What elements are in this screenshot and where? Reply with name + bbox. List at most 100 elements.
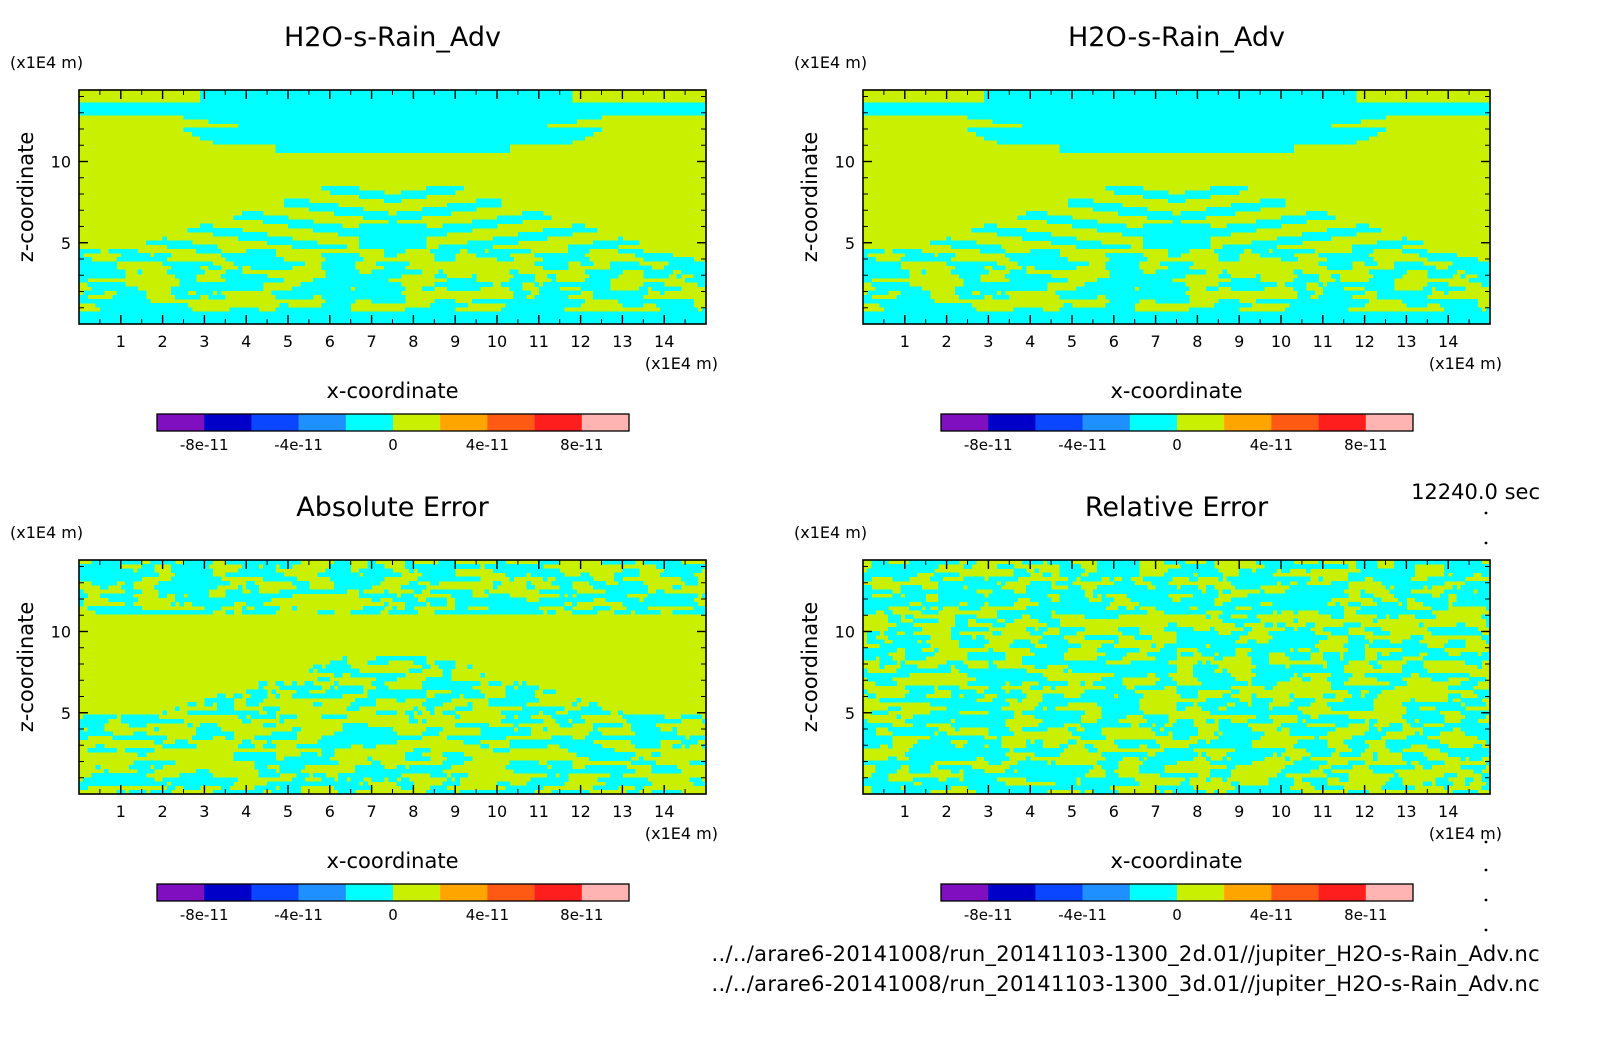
heatmap-cell: [863, 739, 893, 745]
heatmap-cell: [1021, 660, 1106, 665]
heatmap-cell: [1402, 664, 1424, 670]
heatmap-cell: [1034, 265, 1077, 271]
heatmap-cell: [1017, 697, 1023, 703]
heatmap-cell: [992, 631, 1002, 636]
heatmap-cell: [954, 618, 968, 624]
colorbar-swatch: [298, 414, 347, 431]
heatmap-cell: [908, 605, 922, 611]
heatmap-cell: [79, 294, 88, 300]
heatmap-cell: [421, 681, 481, 686]
heatmap-cell: [1448, 265, 1491, 271]
heatmap-cell: [505, 785, 544, 791]
heatmap-cell: [959, 273, 981, 279]
heatmap-cell: [863, 760, 935, 766]
heatmap-cell: [430, 773, 448, 778]
heatmap-cell: [883, 307, 977, 312]
heatmap-cell: [888, 614, 902, 619]
colorbar-swatch: [393, 414, 441, 431]
heatmap-cell: [212, 232, 268, 237]
heatmap-cell: [497, 215, 552, 220]
heatmap-cell: [1218, 614, 1232, 619]
heatmap-cell: [559, 585, 573, 590]
heatmap-cell: [1372, 576, 1411, 582]
heatmap-cell: [934, 572, 960, 578]
heatmap-cell: [154, 585, 218, 590]
heatmap-cell: [1059, 307, 1136, 312]
heatmap-cell: [1264, 685, 1274, 690]
heatmap-cell: [1364, 693, 1378, 699]
heatmap-cell: [1042, 693, 1065, 699]
heatmap-cell: [200, 223, 214, 229]
heatmap-cell: [1297, 626, 1311, 632]
heatmap-cell: [388, 219, 398, 225]
heatmap-cell: [1318, 576, 1324, 582]
heatmap-cell: [1255, 568, 1278, 573]
heatmap-cell: [175, 593, 184, 599]
heatmap-cell: [488, 697, 540, 703]
heatmap-cell: [1368, 660, 1378, 665]
heatmap-cell: [321, 303, 352, 308]
heatmap-cell: [1034, 706, 1044, 711]
heatmap-cell: [1293, 278, 1320, 283]
colorbar-frame: [940, 883, 1414, 902]
heatmap-cell: [405, 710, 414, 716]
heatmap-cell: [1143, 760, 1177, 766]
heatmap-cell: [225, 610, 235, 615]
heatmap-cell: [863, 265, 902, 271]
colorbar-tick-label: 0: [388, 436, 398, 454]
heatmap-cell: [1235, 585, 1261, 590]
heatmap-cell: [1360, 568, 1416, 573]
heatmap-cell: [405, 560, 414, 565]
heatmap-cell: [1218, 735, 1261, 741]
heatmap-cell: [359, 236, 427, 241]
heatmap-cell: [405, 601, 427, 607]
heatmap-cell: [120, 718, 184, 724]
heatmap-cell: [1235, 785, 1290, 791]
heatmap-cell: [1423, 781, 1432, 787]
heatmap-cell: [967, 785, 1111, 791]
heatmap-cell: [1222, 601, 1261, 607]
heatmap-cell: [1444, 564, 1491, 569]
heatmap-cell: [95, 764, 101, 770]
heatmap-cell: [1067, 585, 1081, 590]
heatmap-cell: [1046, 643, 1081, 649]
heatmap-cell: [363, 215, 423, 220]
heatmap-cell: [1318, 714, 1349, 720]
heatmap-cell: [1406, 735, 1428, 741]
heatmap-cell: [492, 748, 510, 753]
panel-title: H2O-s-Rain_Adv: [1068, 22, 1285, 53]
heatmap-cell: [1184, 777, 1190, 782]
heatmap-cell: [522, 706, 565, 711]
heatmap-cell: [124, 601, 134, 607]
heatmap-cell: [338, 685, 364, 690]
heatmap-cell: [904, 656, 927, 661]
heatmap-cell: [1201, 752, 1207, 757]
colorbar-tick-label: 4e-11: [1250, 436, 1293, 454]
y-tick-label: 5: [61, 234, 71, 253]
heatmap-cell: [1235, 748, 1286, 753]
heatmap-cell: [333, 785, 372, 791]
heatmap-cell: [1097, 702, 1140, 707]
heatmap-cell: [1251, 693, 1257, 699]
heatmap-cell: [1402, 298, 1478, 304]
heatmap-cell: [1159, 789, 1165, 795]
heatmap-cell: [1101, 714, 1127, 720]
heatmap-cell: [1168, 252, 1182, 258]
heatmap-cell: [1138, 601, 1215, 607]
heatmap-cell: [1276, 236, 1332, 241]
heatmap-cell: [1155, 785, 1194, 791]
heatmap-cell: [1444, 568, 1491, 573]
heatmap-cell: [1251, 656, 1269, 661]
heatmap-cell: [1218, 727, 1253, 732]
heatmap-cell: [292, 605, 297, 611]
heatmap-cell: [1289, 656, 1311, 661]
heatmap-cell: [329, 576, 385, 582]
heatmap-cell: [170, 564, 209, 569]
heatmap-cell: [1335, 601, 1340, 607]
heatmap-cell: [179, 601, 184, 607]
heatmap-cell: [1080, 722, 1131, 728]
x-tick-label: 8: [408, 332, 418, 351]
heatmap-cell: [442, 710, 456, 716]
heatmap-cell: [651, 768, 682, 774]
heatmap-cell: [292, 693, 343, 699]
